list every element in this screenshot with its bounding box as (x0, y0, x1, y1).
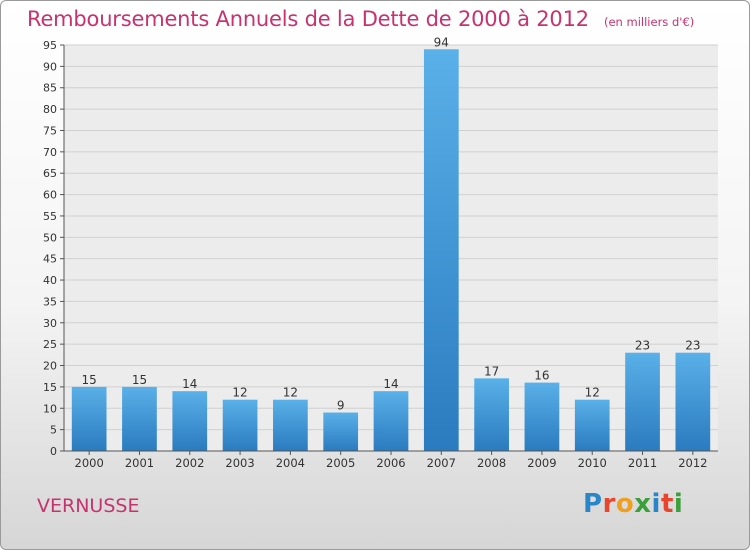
plot-area (64, 45, 718, 451)
logo-letter: i (673, 489, 684, 519)
y-tick-label: 70 (43, 146, 57, 159)
commune-name: VERNUSSE (37, 495, 140, 517)
x-tick-label-2011: 2011 (628, 456, 657, 470)
bar-2007 (423, 49, 459, 452)
y-tick-label: 25 (43, 338, 57, 351)
x-tick-label-2004: 2004 (276, 456, 305, 470)
data-label-2002: 14 (182, 377, 197, 391)
y-tick-label: 35 (43, 295, 57, 308)
bar-2002 (172, 391, 208, 451)
bar-2008 (474, 378, 509, 451)
bar-2000 (71, 386, 107, 451)
y-tick-label: 95 (43, 39, 57, 52)
y-tick-label: 15 (43, 381, 57, 394)
data-label-2005: 9 (337, 399, 345, 413)
bar-2006 (373, 391, 409, 451)
data-label-2012: 23 (685, 339, 700, 353)
x-tick-label-2008: 2008 (477, 456, 506, 470)
data-label-2007: 94 (434, 35, 449, 49)
logo-letter: r (602, 489, 616, 519)
y-tick-label: 0 (50, 445, 57, 458)
logo-letter: x (634, 489, 652, 519)
x-tick-label-2001: 2001 (125, 456, 154, 470)
data-label-2003: 12 (232, 386, 247, 400)
bar-2009 (524, 382, 560, 451)
data-label-2011: 23 (635, 339, 650, 353)
x-tick-label-2012: 2012 (678, 456, 707, 470)
y-tick-label: 90 (43, 60, 57, 73)
x-tick-label-2010: 2010 (578, 456, 607, 470)
y-tick-label: 45 (43, 253, 57, 266)
bar-2011 (625, 352, 660, 451)
y-tick-label: 30 (43, 317, 57, 330)
chart-title: Remboursements Annuels de la Dette de 20… (27, 7, 589, 31)
x-tick-label-2003: 2003 (225, 456, 254, 470)
bar-2005 (323, 412, 359, 451)
chart-title-area: Remboursements Annuels de la Dette de 20… (27, 7, 694, 31)
x-tick-label-2000: 2000 (75, 456, 104, 470)
data-label-2009: 16 (534, 369, 549, 383)
x-tick-label-2005: 2005 (326, 456, 355, 470)
logo-letter: o (615, 489, 635, 519)
x-tick-label-2009: 2009 (527, 456, 556, 470)
x-tick-label-2007: 2007 (427, 456, 456, 470)
data-label-2000: 15 (82, 373, 97, 387)
data-label-2008: 17 (484, 364, 499, 378)
logo-letter: P (583, 489, 603, 519)
data-label-2004: 12 (283, 386, 298, 400)
y-tick-label: 20 (43, 360, 57, 373)
data-label-2001: 15 (132, 373, 147, 387)
y-tick-label: 65 (43, 167, 57, 180)
x-tick-label-2006: 2006 (376, 456, 405, 470)
y-tick-label: 85 (43, 82, 57, 95)
y-tick-label: 60 (43, 189, 57, 202)
y-tick-label: 50 (43, 231, 57, 244)
y-tick-label: 40 (43, 274, 57, 287)
bars: 15 15 14 12 12 9 14 94 17 16 12 23 23 (71, 35, 711, 452)
y-tick-label: 10 (43, 402, 57, 415)
x-axis: 2000 2001 2002 2003 2004 2005 2006 2007 2008 2009… (64, 450, 718, 470)
y-tick-label: 55 (43, 210, 57, 223)
data-label-2006: 14 (383, 377, 398, 391)
bar-2003 (222, 399, 258, 451)
y-axis: 0 5 10 15 20 25 30 35 40 45 50 55 60 65 70 75 80 85 90 95 (43, 39, 65, 458)
x-tick-label-2002: 2002 (175, 456, 204, 470)
y-tick-label: 75 (43, 124, 57, 137)
logo-letter: i (651, 489, 661, 519)
proxiti-logo[interactable]: Proxiti (583, 489, 683, 519)
bar-2004 (273, 399, 308, 451)
data-label-2010: 12 (585, 386, 600, 400)
bar-2012 (675, 352, 711, 451)
logo-letter: t (660, 489, 674, 519)
y-tick-label: 80 (43, 103, 57, 116)
bar-2001 (122, 386, 157, 451)
chart-subtitle: (en milliers d'€) (604, 15, 695, 29)
y-tick-label: 5 (50, 424, 57, 437)
bar-2010 (574, 399, 610, 451)
